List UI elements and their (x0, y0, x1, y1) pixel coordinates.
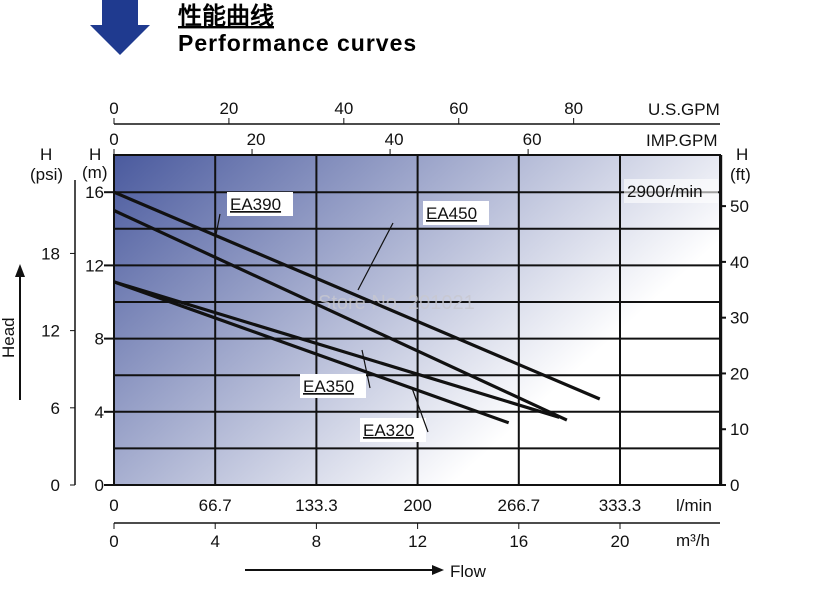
series-ea350 (113, 280, 560, 419)
m-axis-h: H (89, 145, 101, 164)
series-label-ea390: EA390 (230, 195, 281, 214)
ft-axis-h: H (736, 145, 748, 164)
lmin-tick-label: 333.3 (599, 496, 642, 515)
usgpm-tick-label: 0 (109, 99, 118, 118)
usgpm-tick-label: 80 (564, 99, 583, 118)
series-ea320 (113, 280, 510, 425)
impgpm-tick-label: 60 (523, 130, 542, 149)
imp-gpm-label: IMP.GPM (646, 131, 717, 150)
lmin-tick-label: 0 (109, 496, 118, 515)
ft-tick-label: 10 (730, 420, 749, 439)
psi-tick-label: 6 (51, 399, 60, 418)
m-tick-label: 8 (95, 330, 104, 349)
series-label-ea350: EA350 (303, 377, 354, 396)
us-gpm-label: U.S.GPM (648, 100, 720, 119)
m-tick-label: 4 (95, 403, 104, 422)
psi-axis-unit: (psi) (30, 165, 63, 184)
m3h-tick-label: 16 (509, 532, 528, 551)
series-label-bg (227, 192, 293, 216)
flow-label: Flow (450, 562, 487, 581)
m3h-tick-label: 8 (312, 532, 321, 551)
impgpm-tick-label: 20 (247, 130, 266, 149)
lmin-unit: l/min (676, 496, 712, 515)
lmin-tick-label: 66.7 (199, 496, 232, 515)
series-leader-line (411, 387, 429, 433)
m-tick-label: 12 (85, 256, 104, 275)
m3h-tick-label: 20 (611, 532, 630, 551)
psi-axis-h: H (40, 145, 52, 164)
psi-tick-label: 0 (51, 476, 60, 495)
ft-tick-label: 50 (730, 197, 749, 216)
m-axis-unit: (m) (82, 163, 107, 182)
ft-axis-unit: (ft) (730, 165, 751, 184)
plot-border (113, 154, 721, 486)
ft-tick-label: 40 (730, 253, 749, 272)
flow-arrow-head (432, 565, 444, 575)
series-label-ea320: EA320 (363, 421, 414, 440)
m3h-unit: m³/h (676, 531, 710, 550)
down-arrow-icon (90, 0, 150, 55)
lmin-tick-label: 266.7 (498, 496, 541, 515)
lmin-tick-label: 200 (403, 496, 431, 515)
m3h-tick-label: 0 (109, 532, 118, 551)
head-label: Head (0, 317, 18, 358)
head-arrow-head (15, 264, 25, 277)
watermark: Store No. 201021 (318, 292, 475, 314)
speed-label: 2900r/min (627, 182, 703, 201)
usgpm-tick-label: 60 (449, 99, 468, 118)
series-label-bg (360, 418, 426, 442)
m-tick-label: 16 (85, 183, 104, 202)
series-ea390 (113, 209, 568, 422)
lmin-tick-label: 133.3 (295, 496, 338, 515)
ft-tick-label: 20 (730, 364, 749, 383)
psi-tick-label: 12 (41, 322, 60, 341)
impgpm-tick-label: 0 (109, 130, 118, 149)
series-leader-line (361, 349, 371, 389)
ft-tick-label: 30 (730, 309, 749, 328)
usgpm-tick-label: 40 (334, 99, 353, 118)
series-label-bg (300, 374, 366, 398)
psi-tick-label: 18 (41, 244, 60, 263)
ft-tick-label: 0 (730, 476, 739, 495)
title-en: Performance curves (178, 30, 417, 56)
series-label-bg (423, 201, 489, 225)
usgpm-tick-label: 20 (219, 99, 238, 118)
series-ea450 (113, 190, 601, 401)
series-label-ea450: EA450 (426, 204, 477, 223)
series-leader-line (357, 222, 394, 291)
m3h-tick-label: 4 (210, 532, 219, 551)
impgpm-tick-label: 40 (385, 130, 404, 149)
series-leader-line (214, 213, 221, 241)
m3h-tick-label: 12 (408, 532, 427, 551)
m-tick-label: 0 (95, 476, 104, 495)
title-cn: 性能曲线 (178, 2, 274, 30)
